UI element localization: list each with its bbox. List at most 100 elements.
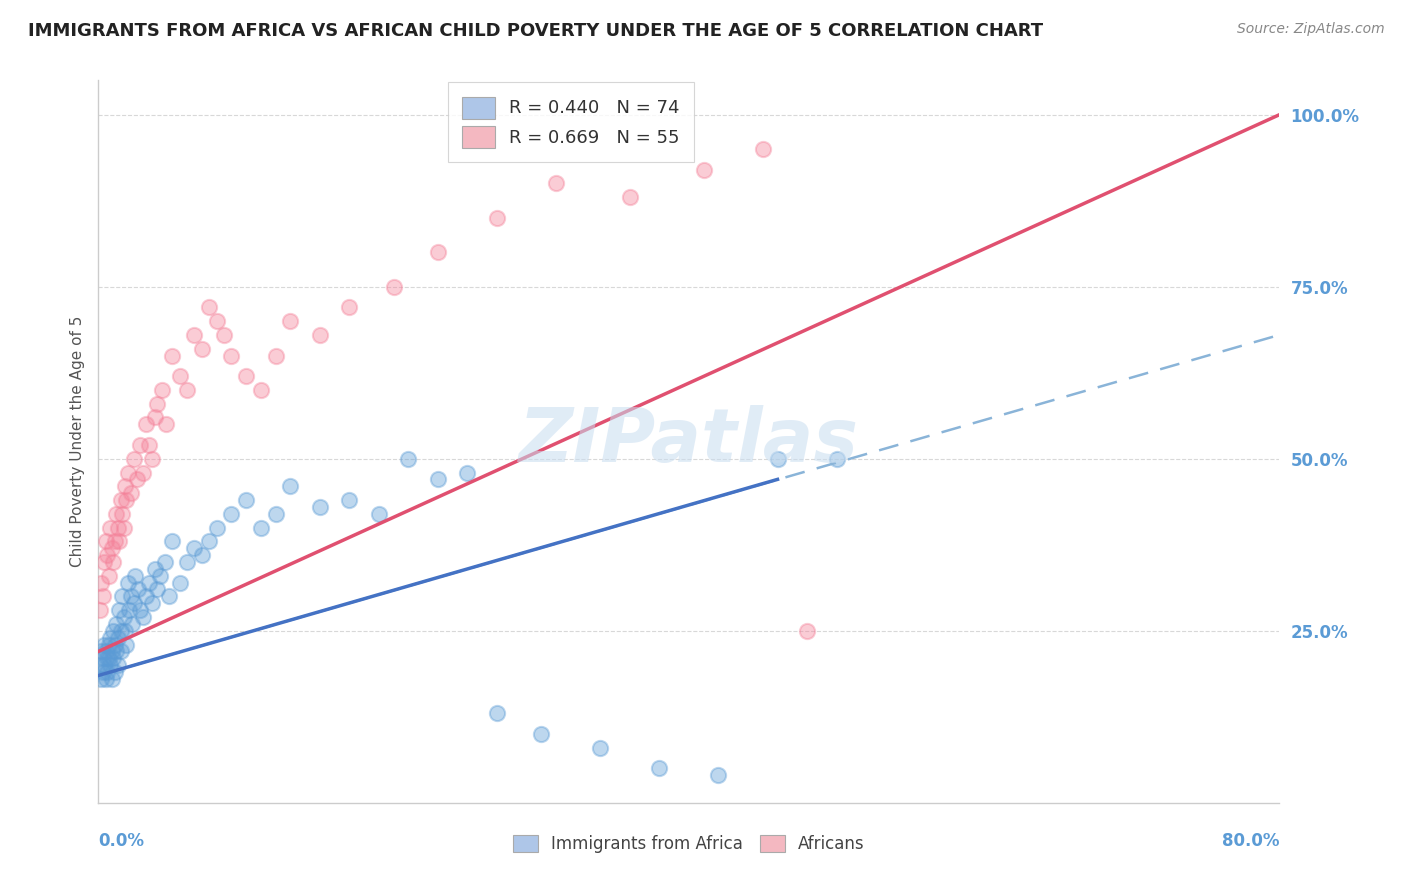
Point [117, 466, 139, 480]
Point [115, 638, 138, 652]
Point [112, 520, 135, 534]
Point [128, 603, 150, 617]
Legend: Immigrants from Africa, Africans: Immigrants from Africa, Africans [506, 828, 872, 860]
Point [117, 575, 139, 590]
Point [169, 369, 191, 384]
Point [94, 534, 117, 549]
Point [132, 610, 155, 624]
Point [98, 658, 121, 673]
Point [122, 596, 145, 610]
Point [183, 541, 205, 556]
Point [589, 740, 612, 755]
Point [212, 327, 235, 342]
Point [457, 466, 479, 480]
Point [125, 472, 148, 486]
Point [146, 582, 169, 597]
Point [339, 493, 361, 508]
Point [114, 624, 136, 638]
Point [97, 568, 120, 582]
Point [250, 383, 273, 397]
Point [96, 665, 118, 679]
Point [169, 575, 191, 590]
Point [104, 638, 127, 652]
Point [111, 590, 134, 604]
Point [205, 520, 228, 534]
Point [766, 451, 789, 466]
Point [146, 397, 169, 411]
Point [138, 575, 160, 590]
Point [118, 603, 141, 617]
Point [619, 190, 641, 204]
Point [93, 638, 115, 652]
Point [309, 327, 332, 342]
Point [191, 342, 214, 356]
Point [221, 349, 243, 363]
Point [143, 562, 166, 576]
Point [114, 479, 136, 493]
Point [98, 631, 121, 645]
Text: IMMIGRANTS FROM AFRICA VS AFRICAN CHILD POVERTY UNDER THE AGE OF 5 CORRELATION C: IMMIGRANTS FROM AFRICA VS AFRICAN CHILD … [28, 22, 1043, 40]
Point [264, 349, 287, 363]
Point [153, 555, 176, 569]
Point [135, 590, 157, 604]
Point [110, 644, 132, 658]
Point [93, 658, 115, 673]
Point [112, 610, 135, 624]
Point [398, 451, 420, 466]
Point [105, 644, 128, 658]
Point [143, 410, 166, 425]
Point [155, 417, 177, 432]
Point [100, 672, 122, 686]
Point [132, 466, 155, 480]
Point [97, 651, 120, 665]
Point [162, 534, 183, 549]
Point [91, 590, 114, 604]
Point [94, 644, 117, 658]
Point [427, 472, 450, 486]
Point [105, 507, 128, 521]
Point [138, 438, 160, 452]
Point [149, 568, 172, 582]
Point [94, 672, 117, 686]
Point [339, 301, 361, 315]
Point [104, 665, 127, 679]
Point [141, 451, 163, 466]
Point [221, 507, 243, 521]
Point [120, 590, 142, 604]
Point [486, 211, 509, 225]
Point [107, 631, 129, 645]
Point [100, 644, 122, 658]
Point [108, 534, 131, 549]
Point [90, 575, 112, 590]
Point [280, 314, 302, 328]
Point [825, 451, 848, 466]
Point [103, 624, 125, 638]
Point [707, 768, 730, 782]
Point [280, 479, 302, 493]
Point [96, 651, 118, 665]
Point [107, 520, 129, 534]
Point [183, 327, 205, 342]
Point [91, 665, 114, 679]
Point [93, 555, 115, 569]
Point [110, 624, 132, 638]
Point [110, 493, 132, 508]
Point [693, 162, 716, 177]
Point [127, 582, 149, 597]
Text: 0.0%: 0.0% [98, 832, 145, 850]
Point [104, 534, 127, 549]
Point [427, 245, 450, 260]
Point [235, 493, 257, 508]
Point [100, 541, 122, 556]
Point [176, 383, 198, 397]
Point [90, 672, 112, 686]
Point [264, 507, 287, 521]
Point [97, 638, 120, 652]
Point [122, 451, 145, 466]
Point [89, 658, 111, 673]
Point [752, 142, 775, 156]
Point [124, 568, 146, 582]
Point [382, 279, 405, 293]
Point [96, 548, 118, 562]
Point [205, 314, 228, 328]
